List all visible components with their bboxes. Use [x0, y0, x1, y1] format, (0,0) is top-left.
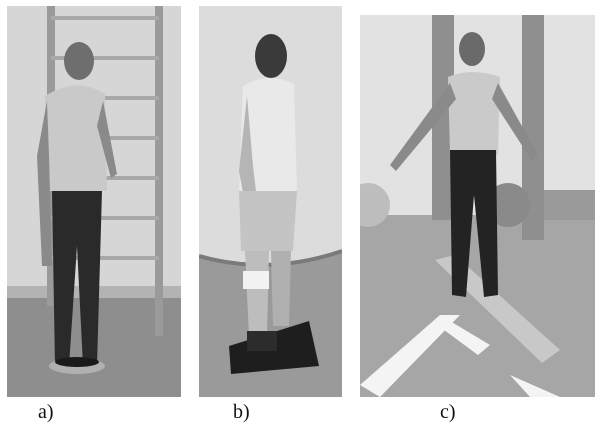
panel-caption-a: a) — [38, 401, 54, 423]
panel-caption-b: b) — [233, 401, 250, 423]
photo-panel-c — [360, 15, 595, 397]
panel-caption-c: c) — [440, 401, 456, 423]
photo-incline-board — [199, 6, 342, 397]
photo-balance-beam — [360, 15, 595, 397]
photo-panel-b — [199, 6, 342, 397]
photo-balance-disc — [7, 6, 181, 397]
photo-panel-a — [7, 6, 181, 397]
